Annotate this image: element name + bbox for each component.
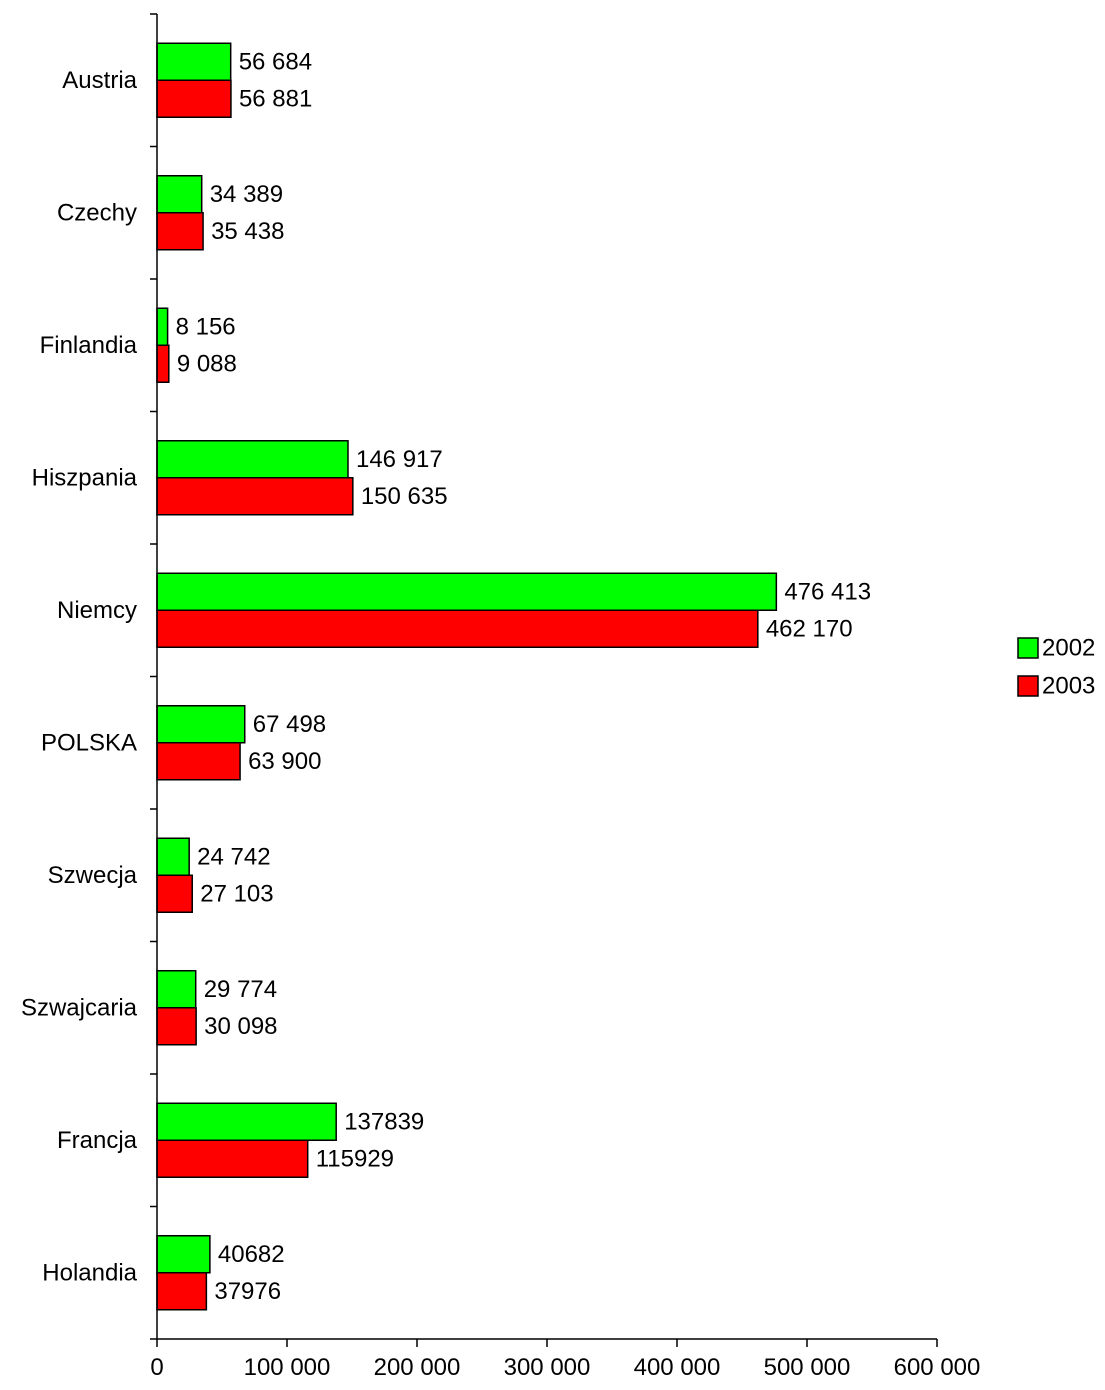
- bar-2002-czechy: [156, 175, 203, 214]
- category-label: Francja: [57, 1127, 138, 1154]
- bar-2003-niemcy: [156, 609, 759, 648]
- category-label: Czechy: [57, 199, 137, 226]
- bar-2003-finlandia: [156, 344, 170, 383]
- legend-label: 2003: [1042, 673, 1095, 700]
- data-label: 476 413: [784, 578, 871, 605]
- category-label: Finlandia: [40, 332, 138, 359]
- data-label: 27 103: [200, 880, 273, 907]
- category-label: Szwajcaria: [21, 994, 138, 1021]
- legend-label: 2002: [1042, 635, 1095, 662]
- bar-2003-austria: [156, 79, 232, 118]
- bar-2003-hiszpania: [156, 477, 354, 516]
- bar-2002-finlandia: [156, 307, 169, 346]
- category-label: Hiszpania: [32, 464, 138, 491]
- category-label: Szwecja: [48, 862, 138, 889]
- data-label: 34 389: [210, 181, 283, 208]
- category-label: Holandia: [42, 1259, 137, 1286]
- data-label: 115929: [316, 1145, 394, 1172]
- data-label: 9 088: [177, 350, 237, 377]
- x-tick-label: 300 000: [504, 1354, 591, 1381]
- data-label: 150 635: [361, 483, 448, 510]
- x-tick-label: 100 000: [244, 1354, 331, 1381]
- bar-2002-austria: [156, 42, 232, 81]
- data-label: 29 774: [204, 976, 277, 1003]
- bar-2003-holandia: [156, 1272, 208, 1311]
- data-label: 56 881: [239, 85, 312, 112]
- bar-2003-szwajcaria: [156, 1007, 197, 1046]
- x-tick-label: 0: [150, 1354, 163, 1381]
- legend-swatch: [1017, 675, 1039, 697]
- x-tick-label: 600 000: [894, 1354, 981, 1381]
- bar-2002-szwajcaria: [156, 970, 197, 1009]
- data-label: 462 170: [766, 615, 853, 642]
- bar-2002-hiszpania: [156, 440, 349, 479]
- bar-2002-niemcy: [156, 572, 778, 611]
- category-label: Austria: [62, 67, 137, 94]
- category-label: Niemcy: [57, 597, 137, 624]
- bar-2003-czechy: [156, 212, 204, 251]
- bar-2003-polska: [156, 742, 241, 781]
- data-label: 24 742: [197, 843, 270, 870]
- data-label: 40682: [218, 1241, 285, 1268]
- data-label: 146 917: [356, 446, 443, 473]
- data-label: 67 498: [253, 711, 326, 738]
- data-label: 137839: [344, 1108, 424, 1135]
- x-tick-label: 400 000: [634, 1354, 721, 1381]
- data-label: 37976: [214, 1278, 281, 1305]
- bar-2002-polska: [156, 705, 246, 744]
- data-label: 35 438: [211, 218, 284, 245]
- data-label: 56 684: [239, 48, 312, 75]
- category-label: POLSKA: [41, 729, 137, 756]
- data-label: 63 900: [248, 748, 321, 775]
- data-label: 8 156: [176, 313, 236, 340]
- data-label: 30 098: [204, 1013, 277, 1040]
- x-tick-label: 200 000: [374, 1354, 461, 1381]
- legend-swatch: [1017, 637, 1039, 659]
- bar-2002-francja: [156, 1102, 337, 1141]
- bar-2002-szwecja: [156, 837, 190, 876]
- bar-2002-holandia: [156, 1235, 211, 1274]
- bar-2003-francja: [156, 1139, 309, 1178]
- bar-2003-szwecja: [156, 874, 193, 913]
- x-tick-label: 500 000: [764, 1354, 851, 1381]
